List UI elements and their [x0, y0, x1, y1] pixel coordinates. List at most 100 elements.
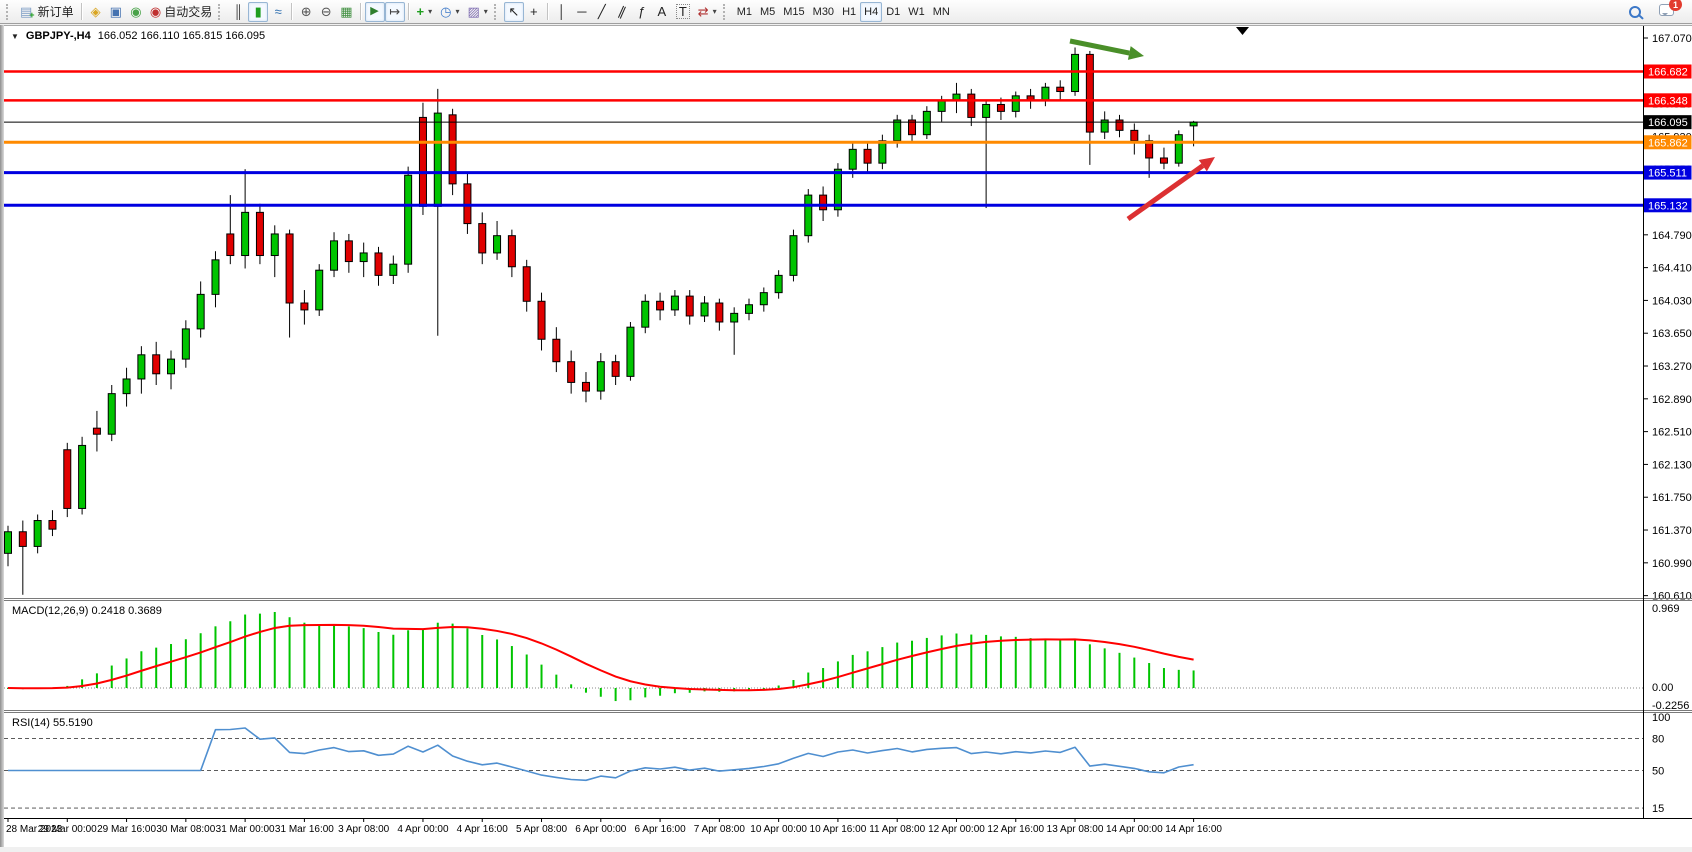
timeframe-w1[interactable]: W1: [904, 2, 929, 22]
svg-text:30 Mar 08:00: 30 Mar 08:00: [156, 824, 215, 835]
bar-chart-icon: ║: [233, 4, 243, 19]
plus-icon: +: [29, 10, 35, 20]
horizontal-line-button[interactable]: ─: [572, 2, 592, 22]
svg-text:6 Apr 16:00: 6 Apr 16:00: [635, 824, 687, 835]
timeframe-mn-label: MN: [932, 5, 950, 18]
toolbar-right: 1: [1625, 0, 1688, 22]
svg-text:31 Mar 00:00: 31 Mar 00:00: [216, 824, 275, 835]
profiles-button[interactable]: ▣: [106, 2, 126, 22]
svg-text:29 Mar 16:00: 29 Mar 16:00: [97, 824, 156, 835]
line-chart-button[interactable]: ≈: [268, 2, 288, 22]
candlestick-chart-icon: ▮: [254, 4, 262, 19]
timeframe-m1[interactable]: M1: [733, 2, 756, 22]
svg-text:165.862: 165.862: [1648, 137, 1688, 149]
svg-text:164.410: 164.410: [1652, 263, 1692, 275]
periods-icon: ◷: [440, 4, 452, 19]
auto-scroll-button[interactable]: ▶: [364, 1, 385, 22]
auto-scroll-icon: ▶: [370, 5, 379, 17]
one-click-trading-toggle[interactable]: ▼: [11, 31, 19, 41]
svg-text:13 Apr 08:00: 13 Apr 08:00: [1047, 824, 1104, 835]
svg-text:11 Apr 08:00: 11 Apr 08:00: [869, 824, 925, 835]
candlestick-chart-button[interactable]: ▮: [248, 1, 269, 22]
svg-text:100: 100: [1652, 712, 1670, 724]
timeframe-mn[interactable]: MN: [929, 2, 954, 22]
tile-windows-button[interactable]: ▦: [336, 2, 356, 22]
market-watch-button[interactable]: ◈: [86, 2, 106, 22]
svg-text:12 Apr 00:00: 12 Apr 00:00: [928, 824, 985, 835]
timeframe-d1[interactable]: D1: [882, 2, 904, 22]
trendline-icon: ╱: [597, 4, 606, 19]
svg-text:28 Mar 2023: 28 Mar 2023: [6, 824, 63, 835]
horizontal-lines[interactable]: 166.682 166.348 166.095 165.862 165.511 165.1…: [4, 64, 1692, 213]
timeframe-d1-label: D1: [886, 5, 901, 18]
svg-text:12 Apr 16:00: 12 Apr 16:00: [987, 824, 1044, 835]
fibonacci-button[interactable]: ƒ: [632, 2, 652, 22]
svg-text:14 Apr 16:00: 14 Apr 16:00: [1165, 824, 1222, 835]
svg-text:162.130: 162.130: [1652, 459, 1692, 471]
crosshair-button[interactable]: +: [524, 2, 544, 22]
svg-text:161.370: 161.370: [1652, 525, 1692, 537]
market-watch-icon: ◈: [90, 4, 101, 19]
bar-chart-button[interactable]: ║: [228, 2, 248, 22]
toolbar-handle: [218, 3, 224, 20]
notification-badge: 1: [1669, 0, 1682, 11]
timeframe-h4-label: H4: [864, 5, 879, 18]
chart-shift-icon: ↦: [389, 4, 400, 19]
green-arrow[interactable]: [1069, 38, 1144, 60]
dropdown-caret-icon: ▾: [428, 7, 433, 16]
timeframe-m15[interactable]: M15: [779, 2, 808, 22]
text-label-button[interactable]: T: [672, 2, 694, 22]
chart-canvas[interactable]: 167.070166.690166.310165.930165.550165.1…: [4, 25, 1692, 847]
vertical-line-icon: │: [557, 4, 566, 19]
zoom-out-button[interactable]: ⊖: [316, 2, 336, 22]
svg-text:164.790: 164.790: [1652, 230, 1692, 242]
svg-text:4 Apr 16:00: 4 Apr 16:00: [457, 824, 509, 835]
new-order-label: 新订单: [37, 5, 74, 19]
timeframe-m30[interactable]: M30: [809, 2, 838, 22]
timeframe-h1-label: H1: [842, 5, 857, 18]
new-order-button[interactable]: ▤ + 新订单: [16, 2, 78, 22]
timeframe-m5[interactable]: M5: [756, 2, 779, 22]
zoom-in-button[interactable]: ⊕: [296, 2, 316, 22]
chart-shift-button[interactable]: ↦: [384, 1, 405, 22]
svg-text:164.030: 164.030: [1652, 295, 1692, 307]
rsi-pane: 100 80 50 15 RSI(14) 55.5190: [4, 712, 1670, 815]
svg-text:6 Apr 00:00: 6 Apr 00:00: [575, 824, 627, 835]
timeframe-m1-label: M1: [736, 5, 752, 18]
zoom-in-icon: ⊕: [300, 4, 312, 19]
timeframe-m15-label: M15: [783, 5, 805, 18]
indicators-button[interactable]: + ▾: [413, 2, 437, 22]
rsi-label: RSI(14) 55.5190: [12, 717, 93, 729]
auto-trading-button[interactable]: ◉ 自动交易: [146, 2, 216, 22]
window-edge: [0, 25, 4, 847]
trendline-button[interactable]: ╱: [592, 2, 612, 22]
svg-text:50: 50: [1652, 766, 1664, 778]
tile-windows-icon: ▦: [340, 4, 353, 19]
symbol-period: GBPJPY-,H4: [25, 30, 91, 42]
timeframe-h4[interactable]: H4: [860, 1, 883, 22]
equidistant-channel-button[interactable]: ∥: [612, 2, 632, 22]
text-button[interactable]: A: [652, 2, 672, 22]
community-chat-button[interactable]: 1: [1655, 0, 1682, 22]
zoom-out-icon: ⊖: [320, 4, 332, 19]
svg-text:166.682: 166.682: [1648, 66, 1688, 78]
templates-button[interactable]: ▨ ▾: [464, 2, 492, 22]
svg-text:165.511: 165.511: [1648, 168, 1687, 180]
vertical-line-button[interactable]: │: [552, 2, 572, 22]
svg-text:163.270: 163.270: [1652, 361, 1692, 373]
periods-button[interactable]: ◷ ▾: [436, 2, 463, 22]
svg-text:29 Mar 00:00: 29 Mar 00:00: [38, 824, 97, 835]
search-icon: [1629, 5, 1641, 18]
cursor-button[interactable]: ↖: [503, 1, 524, 22]
news-signal-button[interactable]: ◉: [126, 2, 146, 22]
chart-window: 167.070166.690166.310165.930165.550165.1…: [4, 25, 1692, 847]
crosshair-icon: +: [530, 4, 538, 19]
arrow-objects-button[interactable]: ⇄ ▾: [694, 2, 721, 22]
toolbar-handle: [722, 3, 729, 20]
timeframe-h1[interactable]: H1: [838, 2, 860, 22]
timeframe-m30-label: M30: [812, 5, 835, 18]
profiles-icon: ▣: [109, 4, 122, 19]
search-button[interactable]: [1625, 2, 1645, 22]
red-arrow[interactable]: [1126, 157, 1215, 222]
svg-text:5 Apr 08:00: 5 Apr 08:00: [516, 824, 568, 835]
